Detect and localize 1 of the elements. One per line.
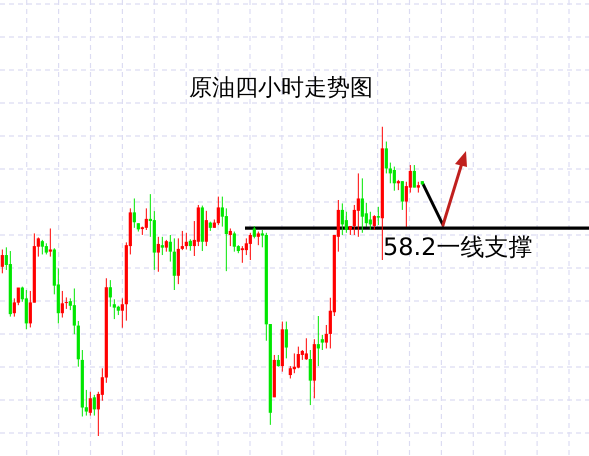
- title: 原油四小时走势图: [189, 75, 373, 101]
